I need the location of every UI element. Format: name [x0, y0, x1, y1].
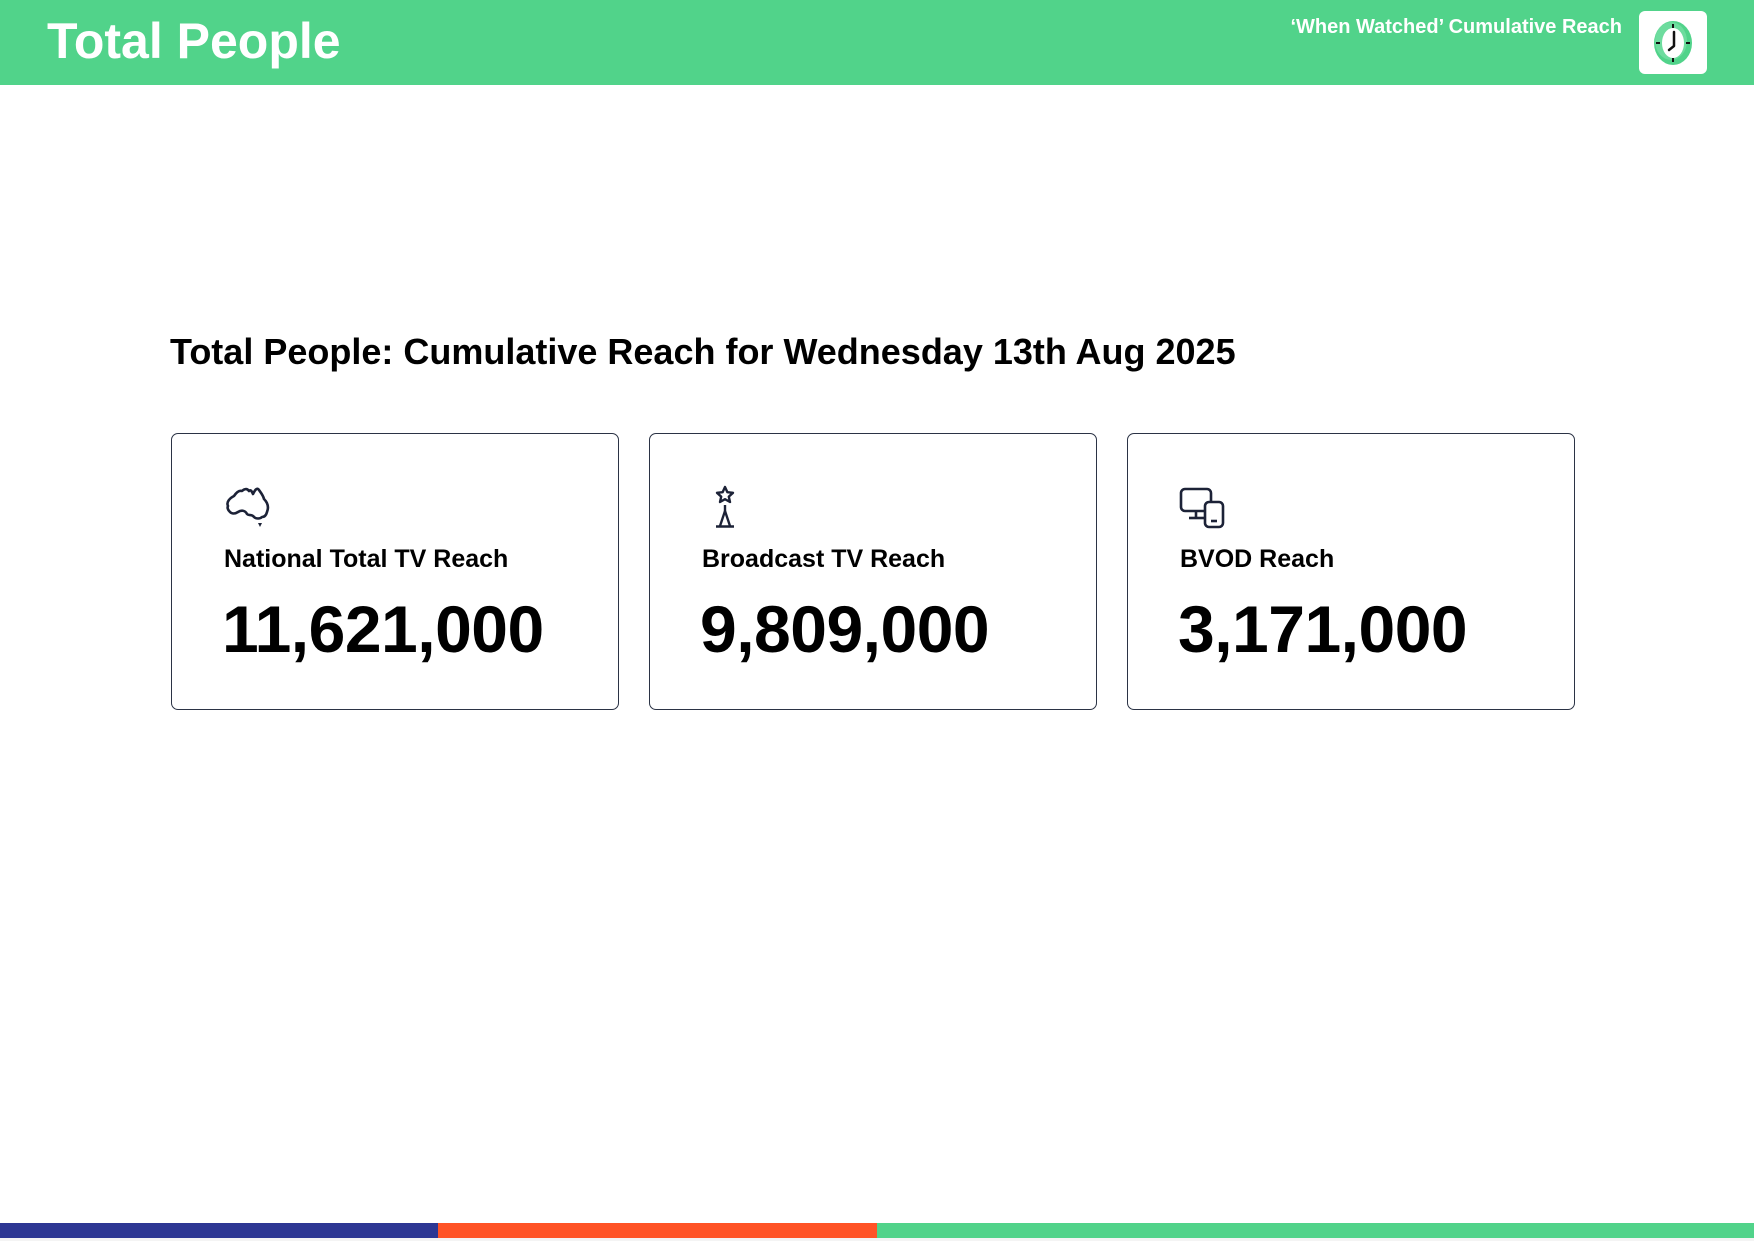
card-broadcast-tv-reach: Broadcast TV Reach 9,809,000 [649, 433, 1097, 710]
card-label: BVOD Reach [1180, 545, 1335, 573]
header-bar: Total People ‘When Watched’ Cumulative R… [0, 0, 1754, 85]
footer-gray-strip [0, 1238, 1754, 1241]
card-label: Broadcast TV Reach [702, 545, 946, 573]
header-title: Total People [47, 13, 341, 69]
card-bvod-reach: BVOD Reach 3,171,000 [1127, 433, 1575, 710]
card-label: National Total TV Reach [224, 545, 509, 573]
australia-map-icon [226, 487, 270, 527]
header-subtitle: ‘When Watched’ Cumulative Reach [1290, 16, 1622, 38]
card-national-total-tv-reach: National Total TV Reach 11,621,000 [171, 433, 619, 710]
header-badge [1639, 11, 1707, 74]
broadcast-tower-icon [715, 485, 735, 528]
footer-color-stripe [0, 1223, 1754, 1238]
reach-cards: National Total TV Reach 11,621,000 Broad… [171, 433, 1575, 710]
devices-icon [1179, 487, 1225, 529]
footer-stripe-blue [0, 1223, 438, 1238]
card-value: 3,171,000 [1178, 592, 1468, 666]
clock-icon [1654, 20, 1692, 65]
footer-stripe-orange [438, 1223, 877, 1238]
card-value: 11,621,000 [222, 592, 544, 666]
page-title: Total People: Cumulative Reach for Wedne… [170, 331, 1236, 372]
card-value: 9,809,000 [700, 592, 990, 666]
footer-stripe-green [877, 1223, 1754, 1238]
